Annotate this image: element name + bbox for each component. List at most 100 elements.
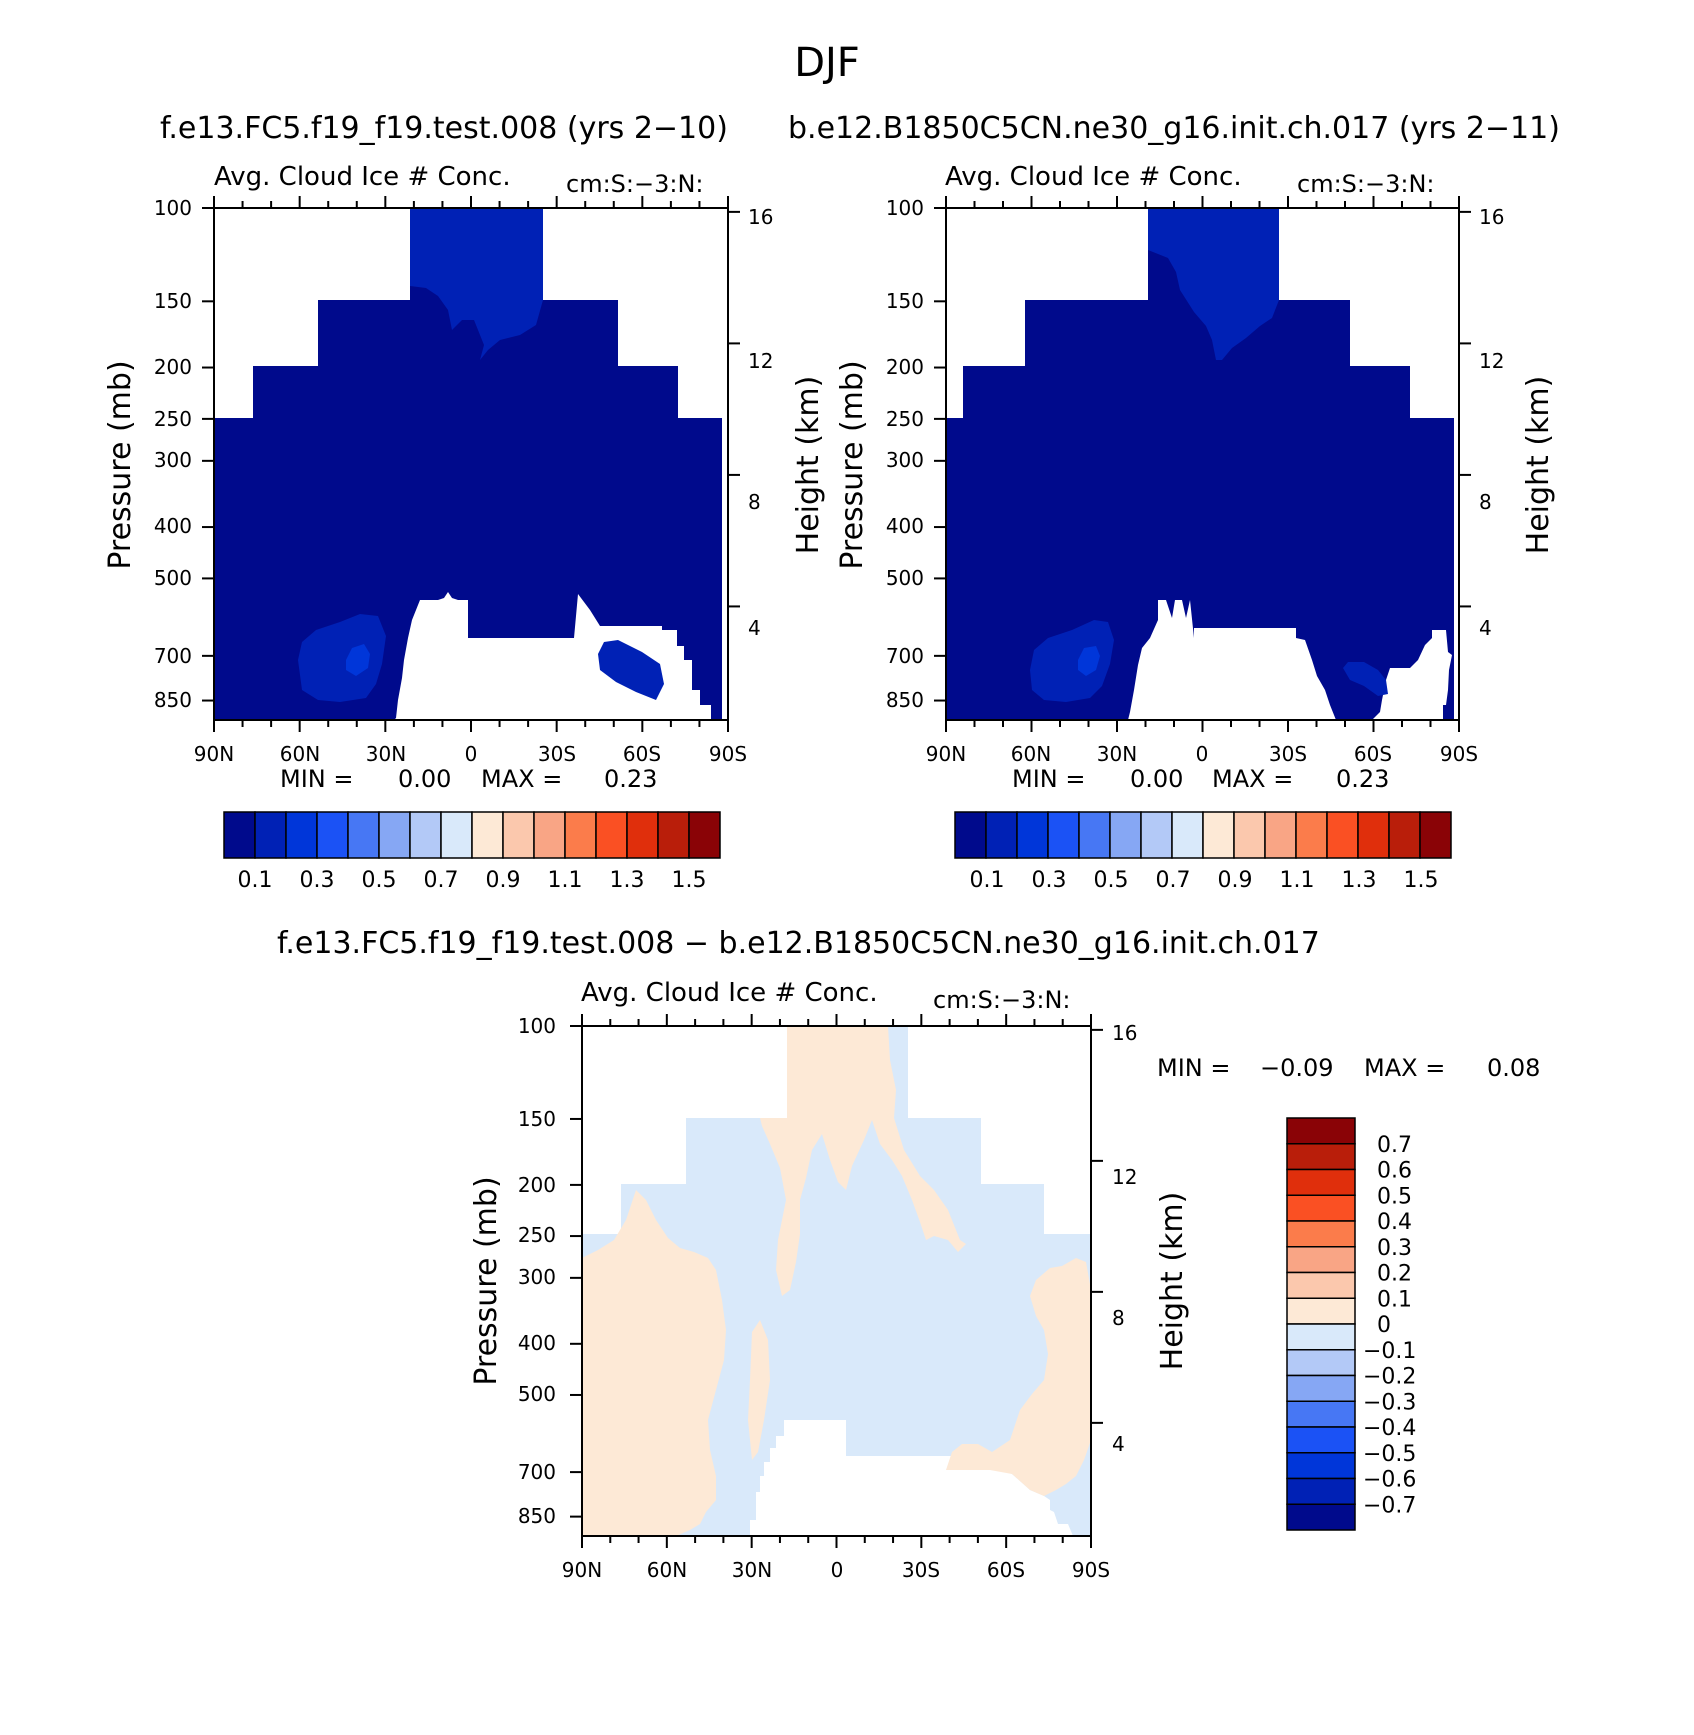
panel-test-colorbar-labels: 0.1 0.3 0.5 0.7 0.9 1.1 1.3 1.5	[238, 868, 707, 893]
x-tick-label: 0	[465, 742, 478, 766]
panel-control-ytick-labels: 100 150 200 250 300 400 500 700 850	[886, 196, 924, 712]
colorbar-swatch	[409, 811, 442, 859]
colorbar-swatch	[1171, 811, 1204, 859]
panel-test-nh-low-patch	[298, 614, 386, 702]
max-value: 0.08	[1487, 1054, 1540, 1082]
panel-test-colorbar	[223, 811, 721, 859]
panel-diff-stats: MIN = −0.09 MAX = 0.08	[1157, 1054, 1540, 1082]
panel-diff-case-title: f.e13.FC5.f19_f19.test.008 − b.e12.B1850…	[277, 926, 1320, 961]
panel-diff-field-pos-top	[760, 1026, 966, 1296]
y-tick-label: 200	[886, 355, 924, 379]
max-value: 0.23	[604, 765, 657, 793]
colorbar-swatch	[626, 811, 659, 859]
colorbar-swatch	[1326, 811, 1359, 859]
colorbar-swatch	[657, 811, 690, 859]
colorbar-label: 0	[1377, 1313, 1391, 1338]
colorbar-swatch	[1286, 1323, 1356, 1351]
colorbar-label: −0.1	[1363, 1339, 1416, 1364]
y-tick-label: 100	[518, 1014, 556, 1038]
panel-diff-colorbar-labels: 0.70.60.50.40.30.20.10−0.1−0.2−0.3−0.4−0…	[1363, 1133, 1416, 1519]
colorbar-swatch	[1286, 1143, 1356, 1171]
colorbar-swatch	[254, 811, 287, 859]
y-tick-label: 400	[518, 1331, 556, 1355]
colorbar-swatch	[1357, 811, 1390, 859]
panel-control-title: Avg. Cloud Ice # Conc.	[945, 162, 1242, 192]
colorbar-label: 1.1	[1280, 868, 1315, 893]
panel-test-ytick-labels: 100 150 200 250 300 400 500 700 850	[154, 196, 192, 712]
colorbar-swatch	[533, 811, 566, 859]
colorbar-swatch	[502, 811, 535, 859]
x-tick-label: 0	[831, 1558, 844, 1582]
x-tick-label: 60S	[1354, 742, 1392, 766]
max-label: MAX =	[1364, 1054, 1445, 1082]
colorbar-swatch	[688, 811, 721, 859]
colorbar-swatch	[1286, 1400, 1356, 1428]
y-tick-label: 150	[886, 289, 924, 313]
panel-test-xtick-labels: 90N 60N 30N 0 30S 60S 90S	[194, 742, 747, 766]
colorbar-label: −0.3	[1363, 1390, 1416, 1415]
colorbar-swatch	[595, 811, 628, 859]
panel-test-title: Avg. Cloud Ice # Conc.	[214, 162, 511, 192]
colorbar-swatch	[1286, 1117, 1356, 1145]
panel-control-case-title: b.e12.B1850C5CN.ne30_g16.init.ch.017 (yr…	[788, 111, 1560, 146]
colorbar-swatch	[1286, 1374, 1356, 1402]
colorbar-label: 1.3	[1342, 868, 1377, 893]
colorbar-label: 0.5	[1377, 1184, 1412, 1209]
panel-test-ylabel: Pressure (mb)	[103, 360, 138, 569]
colorbar-label: 0.3	[1032, 868, 1067, 893]
x-tick-label: 90N	[194, 742, 234, 766]
colorbar-swatch	[1047, 811, 1080, 859]
colorbar-swatch	[223, 811, 256, 859]
colorbar-swatch	[1109, 811, 1142, 859]
colorbar-label: −0.4	[1363, 1416, 1416, 1441]
y-tick-label: 700	[886, 644, 924, 668]
x-tick-label: 90N	[562, 1558, 602, 1582]
colorbar-swatch	[1295, 811, 1328, 859]
colorbar-label: −0.7	[1363, 1493, 1416, 1518]
y-tick-label: 300	[886, 448, 924, 472]
colorbar-swatch	[1286, 1477, 1356, 1505]
colorbar-swatch	[985, 811, 1018, 859]
colorbar-label: 0.3	[1377, 1236, 1412, 1261]
colorbar-label: 0.7	[1377, 1133, 1412, 1158]
x-tick-label: 30S	[902, 1558, 940, 1582]
colorbar-label: 0.1	[238, 868, 273, 893]
x-tick-label: 60S	[987, 1558, 1025, 1582]
panel-diff-ylabel: Pressure (mb)	[469, 1176, 504, 1385]
colorbar-swatch	[1016, 811, 1049, 859]
panel-diff: f.e13.FC5.f19_f19.test.008 − b.e12.B1850…	[277, 926, 1540, 1582]
panel-test-yright-labels: 16 12 8 4	[748, 205, 773, 640]
panel-control: b.e12.B1850C5CN.ne30_g16.init.ch.017 (yr…	[788, 111, 1560, 893]
y-tick-label: 200	[154, 355, 192, 379]
panel-diff-ytick-labels: 100 150 200 250 300 400 500 700 850	[518, 1014, 556, 1528]
colorbar-swatch	[1264, 811, 1297, 859]
panel-test-ylabel-right: Height (km)	[791, 376, 826, 555]
colorbar-swatch	[471, 811, 504, 859]
y-tick-label: 150	[154, 289, 192, 313]
min-value: 0.00	[1130, 765, 1183, 793]
y-right-tick-label: 12	[1479, 349, 1504, 373]
colorbar-label: 1.3	[610, 868, 645, 893]
y-right-tick-label: 8	[1479, 490, 1492, 514]
panel-control-stats: MIN = 0.00 MAX = 0.23	[1012, 765, 1389, 793]
panel-diff-xtick-labels: 90N 60N 30N 0 30S 60S 90S	[562, 1558, 1110, 1582]
panel-diff-plot-area: 90N 60N 30N 0 30S 60S 90S 100 150 200 25…	[469, 1014, 1190, 1582]
y-right-tick-label: 4	[1112, 1432, 1125, 1456]
panel-control-yright-labels: 16 12 8 4	[1479, 205, 1504, 640]
min-value: −0.09	[1260, 1054, 1334, 1082]
colorbar-label: −0.2	[1363, 1365, 1416, 1390]
x-tick-label: 60N	[280, 742, 320, 766]
colorbar-swatch	[285, 811, 318, 859]
panel-test-nh-low-core	[346, 644, 370, 676]
colorbar-swatch	[1202, 811, 1235, 859]
x-tick-label: 60N	[647, 1558, 687, 1582]
colorbar-label: 0.6	[1377, 1159, 1412, 1184]
panel-control-ylabel-right: Height (km)	[1521, 376, 1556, 555]
colorbar-label: 1.1	[548, 868, 583, 893]
y-tick-label: 250	[154, 407, 192, 431]
y-tick-label: 300	[154, 448, 192, 472]
y-right-tick-label: 4	[1479, 616, 1492, 640]
y-right-tick-label: 16	[748, 205, 773, 229]
y-tick-label: 700	[154, 644, 192, 668]
